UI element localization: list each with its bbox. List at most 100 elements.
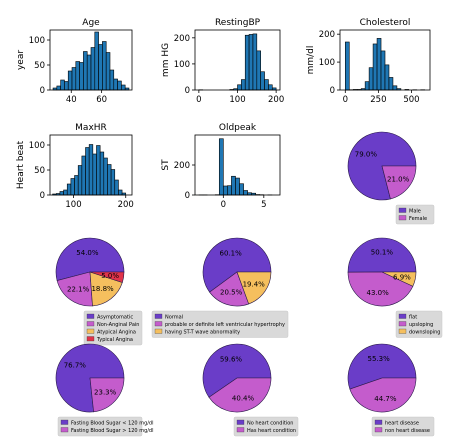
pie-slice — [202, 237, 272, 293]
histogram-bar — [103, 157, 108, 196]
x-tick-label: 100 — [65, 200, 81, 210]
pie-percent-label: 55.3% — [367, 355, 390, 363]
histogram-4: 0 5 0 200 Oldpeak ST — [161, 123, 281, 210]
pie-percent-label: 54.0% — [76, 249, 99, 257]
legend-box — [233, 416, 299, 437]
legend-label: Female — [409, 216, 427, 222]
histogram-bar — [364, 81, 370, 91]
legend-swatch — [60, 419, 69, 425]
pie-percent-label: 59.6% — [220, 356, 243, 364]
legend-swatch — [236, 419, 245, 425]
histogram-bar — [372, 43, 378, 91]
pie-percent-label: 21.0% — [387, 176, 410, 184]
x-tick-label: 200 — [268, 95, 284, 105]
legend-label: Male — [409, 209, 421, 215]
x-tick-label: 100 — [229, 95, 245, 105]
histogram-bar — [344, 41, 350, 91]
y-tick-label: 100 — [174, 60, 190, 70]
legend-box — [395, 310, 443, 338]
legend-label: Has heart condition — [247, 428, 296, 434]
legend-swatch — [374, 427, 383, 433]
pie-percent-label: 18.8% — [91, 285, 114, 293]
chart-title: Oldpeak — [219, 123, 257, 133]
histogram-bar — [67, 70, 73, 91]
histogram-bar — [256, 50, 261, 91]
pie-slice — [347, 271, 414, 307]
pie-slice — [347, 237, 417, 273]
pie-percent-label: 60.1% — [220, 250, 243, 258]
y-axis-label: mm/dl — [306, 46, 316, 75]
y-tick-label: 100 — [29, 36, 45, 46]
pie-chart-4: 76.7% 23.3% Fasting Blood Sugar < 120 mg/d… — [55, 343, 154, 437]
histogram-bar — [231, 175, 236, 196]
legend-label: Non-Anginal Pain — [97, 322, 139, 328]
x-tick-label: 0 — [196, 95, 201, 105]
x-tick-label: 60 — [96, 95, 107, 105]
legend-swatch — [398, 321, 407, 327]
legend-swatch — [60, 427, 69, 433]
histogram-bar — [114, 179, 119, 196]
histogram-bar — [105, 52, 111, 91]
legend-label: Atypical Angina — [97, 330, 136, 336]
legend-swatch — [86, 328, 95, 334]
histogram-bar — [243, 190, 248, 196]
chart-title: Cholesterol — [360, 18, 411, 28]
histogram-bar — [102, 41, 107, 91]
pie-percent-label: 22.1% — [67, 286, 90, 294]
pie-slice — [89, 377, 125, 413]
histogram-bar — [239, 183, 244, 196]
chart-title: Age — [82, 18, 100, 28]
histogram-bar — [241, 79, 246, 91]
y-axis-label: ST — [161, 159, 171, 171]
pie-slice — [55, 237, 125, 281]
legend-label: Fasting Blood Sugar > 120 mg/dl — [71, 428, 154, 434]
chart-title: MaxHR — [75, 123, 107, 133]
legend-swatch — [154, 321, 163, 327]
histogram-bar — [64, 81, 69, 91]
histogram-bar — [268, 84, 273, 91]
legend-swatch — [236, 427, 245, 433]
histogram-bar — [384, 64, 390, 91]
legend-swatch — [398, 207, 407, 213]
histogram-bar — [117, 80, 122, 91]
pie-slice — [89, 271, 123, 307]
legend-swatch — [398, 328, 407, 334]
chart-title: RestingBP — [215, 18, 261, 28]
pie-percent-label: 44.7% — [374, 395, 397, 403]
histogram-bar — [113, 78, 118, 91]
x-tick-label: 5 — [261, 200, 266, 210]
histogram-bar — [74, 175, 79, 196]
histogram-bar — [63, 189, 68, 196]
histogram-bar — [71, 67, 77, 91]
histogram-bar — [248, 34, 254, 91]
pie-percent-label: 6.9% — [393, 273, 411, 281]
axes-frame — [339, 29, 431, 91]
y-axis-label: mm HG — [161, 43, 171, 77]
pie-slice — [56, 271, 93, 307]
y-tick-label: 0 — [40, 191, 45, 201]
pie-slice — [381, 271, 417, 287]
legend-swatch — [398, 313, 407, 319]
legend-label: upsloping — [409, 322, 433, 328]
legend-swatch — [154, 328, 163, 334]
histogram-bar — [99, 151, 105, 196]
y-tick-label: 50 — [34, 166, 45, 176]
y-tick-label: 0 — [185, 86, 190, 96]
histogram-bar — [88, 144, 94, 196]
legend-swatch — [374, 419, 383, 425]
histogram-bar — [66, 183, 72, 196]
x-tick-label: 500 — [403, 95, 419, 105]
y-axis-label: Heart beat — [16, 140, 26, 189]
pie-slice — [381, 165, 417, 200]
histogram-bar — [96, 145, 101, 196]
histogram-bar — [81, 155, 86, 196]
legend-swatch — [86, 336, 95, 342]
